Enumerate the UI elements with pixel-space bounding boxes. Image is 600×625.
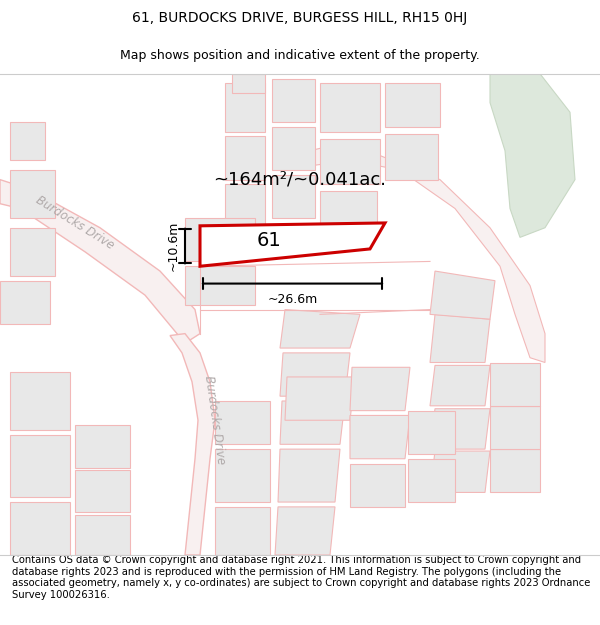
- Polygon shape: [490, 406, 540, 449]
- Polygon shape: [408, 459, 455, 502]
- Polygon shape: [200, 223, 385, 266]
- Text: 61, BURDOCKS DRIVE, BURGESS HILL, RH15 0HJ: 61, BURDOCKS DRIVE, BURGESS HILL, RH15 0…: [133, 11, 467, 26]
- Polygon shape: [278, 449, 340, 502]
- Polygon shape: [170, 334, 215, 555]
- Polygon shape: [10, 228, 55, 276]
- Polygon shape: [350, 416, 410, 459]
- Text: Contains OS data © Crown copyright and database right 2021. This information is : Contains OS data © Crown copyright and d…: [12, 555, 590, 600]
- Polygon shape: [272, 79, 315, 122]
- Polygon shape: [280, 401, 345, 444]
- Polygon shape: [275, 507, 335, 555]
- Polygon shape: [320, 139, 380, 184]
- Polygon shape: [350, 464, 405, 507]
- Text: Burdocks Drive: Burdocks Drive: [202, 375, 227, 466]
- Polygon shape: [75, 470, 130, 512]
- Polygon shape: [490, 362, 540, 406]
- Polygon shape: [490, 74, 575, 238]
- Polygon shape: [280, 353, 350, 396]
- Polygon shape: [350, 368, 410, 411]
- Polygon shape: [272, 127, 315, 170]
- Polygon shape: [320, 191, 377, 238]
- Polygon shape: [10, 122, 45, 161]
- Polygon shape: [430, 451, 490, 493]
- Polygon shape: [0, 281, 50, 324]
- Text: Burdocks Drive: Burdocks Drive: [34, 194, 116, 252]
- Polygon shape: [272, 175, 315, 218]
- Polygon shape: [310, 146, 545, 362]
- Polygon shape: [385, 134, 438, 179]
- Polygon shape: [490, 449, 540, 493]
- Text: ~26.6m: ~26.6m: [268, 293, 317, 306]
- Text: 61: 61: [256, 231, 281, 251]
- Polygon shape: [75, 514, 130, 555]
- Polygon shape: [280, 309, 360, 348]
- Polygon shape: [408, 411, 455, 454]
- Polygon shape: [225, 83, 265, 131]
- Polygon shape: [430, 409, 490, 449]
- Polygon shape: [10, 170, 55, 218]
- Polygon shape: [215, 507, 270, 555]
- Text: ~10.6m: ~10.6m: [167, 221, 180, 271]
- Polygon shape: [430, 366, 490, 406]
- Polygon shape: [385, 83, 440, 127]
- Polygon shape: [0, 179, 200, 343]
- Polygon shape: [10, 435, 70, 498]
- Polygon shape: [430, 271, 495, 319]
- Polygon shape: [232, 74, 265, 93]
- Polygon shape: [215, 401, 270, 444]
- Polygon shape: [10, 502, 70, 555]
- Polygon shape: [75, 425, 130, 468]
- Polygon shape: [225, 184, 265, 228]
- Bar: [185, 218, 255, 261]
- Text: ~164m²/~0.041ac.: ~164m²/~0.041ac.: [214, 171, 386, 189]
- Polygon shape: [320, 83, 380, 131]
- Polygon shape: [10, 372, 70, 430]
- Polygon shape: [215, 449, 270, 502]
- Text: Map shows position and indicative extent of the property.: Map shows position and indicative extent…: [120, 49, 480, 62]
- Bar: [185, 266, 255, 305]
- Polygon shape: [225, 136, 265, 179]
- Polygon shape: [285, 377, 355, 420]
- Polygon shape: [430, 314, 490, 362]
